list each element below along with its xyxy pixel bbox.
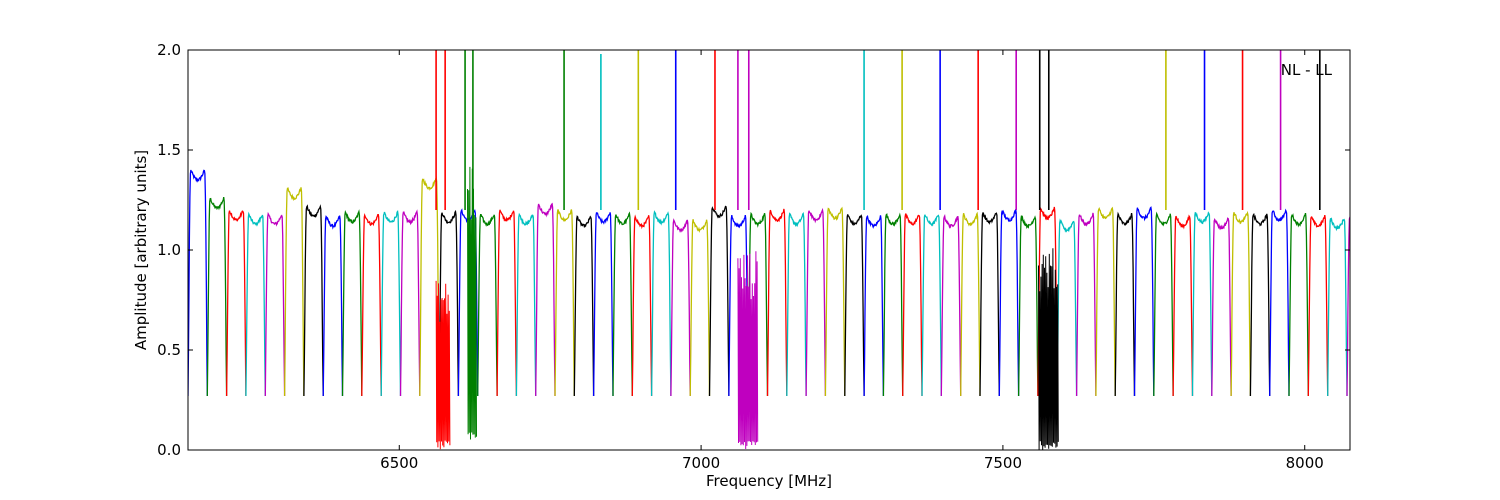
channel-curve bbox=[206, 197, 228, 397]
channel-curve bbox=[1249, 212, 1271, 397]
channel-curve bbox=[245, 211, 266, 397]
y-tick-label: 2.0 bbox=[157, 41, 181, 59]
channel-curve bbox=[689, 219, 711, 397]
y-tick-label: 0.5 bbox=[157, 341, 181, 359]
channel-curve bbox=[380, 209, 402, 397]
series-layer bbox=[188, 169, 1385, 397]
noise-band-layer bbox=[435, 166, 1059, 450]
channel-curve bbox=[225, 210, 247, 397]
channel-curve bbox=[998, 209, 1020, 397]
channel-curve bbox=[573, 215, 595, 397]
channel-curve bbox=[457, 208, 479, 397]
channel-curve bbox=[1366, 206, 1385, 396]
y-tick-label: 0.0 bbox=[157, 441, 181, 459]
channel-curve bbox=[554, 209, 575, 397]
channel-curve bbox=[960, 211, 981, 397]
channel-curve bbox=[766, 208, 788, 397]
channel-curve bbox=[1327, 217, 1348, 397]
y-axis-label: Amplitude [arbitrary units] bbox=[132, 150, 150, 350]
channel-curve bbox=[882, 212, 904, 397]
tick-layer: 6500 7000 7500 8000 0.0 0.5 1.0 1.5 2.0 bbox=[157, 41, 1350, 472]
noise-band bbox=[435, 280, 451, 450]
channel-curve bbox=[283, 187, 305, 397]
channel-curve bbox=[1056, 218, 1078, 397]
channel-curve bbox=[303, 204, 324, 397]
x-tick-label: 7500 bbox=[984, 454, 1022, 472]
channel-curve bbox=[670, 218, 691, 397]
channel-curve bbox=[844, 214, 865, 397]
channel-curve bbox=[1230, 210, 1252, 397]
noise-band bbox=[467, 166, 477, 440]
channel-curve bbox=[322, 215, 344, 397]
channel-curve bbox=[979, 212, 1000, 397]
channel-curve bbox=[535, 202, 556, 397]
channel-curve bbox=[399, 209, 421, 397]
channel-curve bbox=[863, 214, 885, 397]
y-tick-label: 1.0 bbox=[157, 241, 181, 259]
spike-layer bbox=[435, 50, 1321, 210]
channel-curve bbox=[1172, 214, 1194, 397]
x-tick-label: 6500 bbox=[380, 454, 418, 472]
channel-curve bbox=[1017, 215, 1039, 397]
channel-curve bbox=[940, 213, 962, 397]
channel-curve bbox=[592, 212, 614, 397]
x-tick-label: 7000 bbox=[682, 454, 720, 472]
channel-curve bbox=[1191, 211, 1213, 397]
channel-curve bbox=[921, 214, 942, 397]
channel-curve bbox=[650, 210, 672, 397]
channel-curve bbox=[824, 206, 846, 397]
noise-band bbox=[1038, 248, 1059, 450]
channel-curve bbox=[805, 207, 827, 397]
channel-curve bbox=[1037, 206, 1058, 397]
channel-curve bbox=[1288, 212, 1309, 397]
y-tick-label: 1.5 bbox=[157, 141, 181, 159]
channel-curve bbox=[1075, 212, 1097, 397]
channel-curve bbox=[902, 213, 923, 397]
channel-curve bbox=[1095, 206, 1116, 397]
channel-curve bbox=[1133, 206, 1155, 397]
channel-curve bbox=[631, 214, 653, 397]
channel-curve bbox=[1153, 211, 1174, 397]
x-tick-label: 8000 bbox=[1286, 454, 1324, 472]
channel-curve bbox=[477, 213, 498, 397]
channel-curve bbox=[1114, 211, 1136, 397]
x-axis-label: Frequency [MHz] bbox=[706, 472, 832, 490]
channel-curve bbox=[438, 209, 460, 397]
channel-curve bbox=[708, 205, 730, 397]
channel-curve bbox=[496, 209, 518, 397]
channel-curve bbox=[188, 169, 208, 397]
channel-curve bbox=[786, 211, 807, 397]
channel-curve bbox=[515, 212, 537, 397]
channel-curve bbox=[612, 211, 633, 397]
channel-curve bbox=[1307, 214, 1329, 397]
channel-curve bbox=[361, 213, 382, 397]
noise-band bbox=[737, 251, 759, 450]
channel-curve bbox=[1211, 217, 1232, 397]
channel-curve bbox=[264, 211, 286, 397]
channel-curve bbox=[1269, 208, 1290, 397]
annotation-label: NL - LL bbox=[1281, 61, 1333, 79]
channel-curve bbox=[728, 214, 749, 397]
channel-curve bbox=[747, 211, 769, 397]
channel-curve bbox=[341, 209, 363, 397]
